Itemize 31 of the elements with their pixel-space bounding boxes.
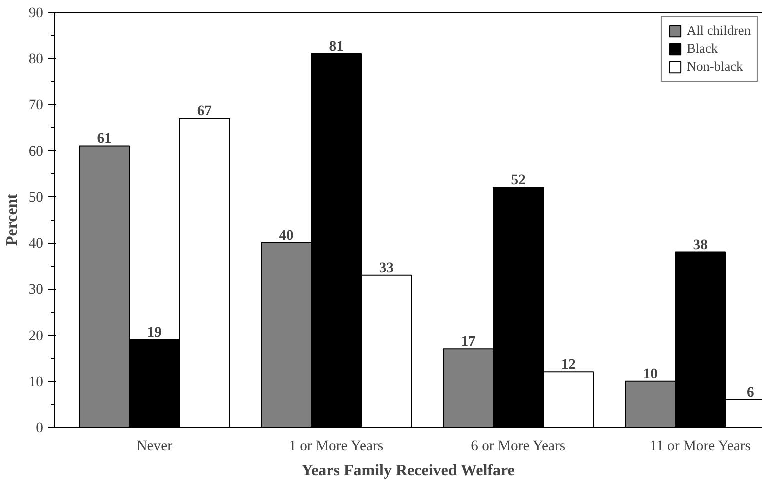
data-label: 38 (693, 237, 708, 254)
y-tick-label: 20 (28, 328, 44, 344)
data-label: 52 (511, 172, 526, 189)
data-label: 10 (643, 366, 658, 382)
legend-label: Non-black (686, 59, 744, 75)
x-tick-label: 1 or More Years (289, 438, 384, 454)
y-tick-label: 90 (28, 6, 44, 22)
y-tick-label: 10 (28, 374, 44, 390)
data-label: 61 (97, 131, 112, 148)
x-axis-title: Years Family Received Welfare (302, 462, 515, 480)
data-label: 67 (197, 104, 212, 120)
y-axis-title: Percent (4, 193, 21, 246)
y-tick-label: 40 (28, 236, 44, 252)
legend-label: All children (686, 23, 751, 39)
y-tick-label: 80 (28, 52, 44, 68)
x-tick-label: 11 or More Years (650, 438, 752, 454)
data-label: 6 (747, 384, 754, 401)
y-tick-label: 0 (36, 420, 44, 436)
x-tick-label: Never (136, 438, 173, 454)
y-tick-label: 30 (28, 282, 44, 298)
data-label: 17 (461, 334, 476, 350)
data-label: 81 (329, 39, 344, 55)
y-tick-label: 60 (28, 144, 44, 160)
data-label: 12 (561, 357, 576, 374)
data-label: 33 (379, 260, 394, 276)
y-tick-label: 50 (28, 190, 44, 206)
legend-label: Black (686, 41, 718, 57)
y-tick-label: 70 (28, 98, 44, 114)
data-label: 19 (147, 324, 162, 341)
x-tick-label: 6 or More Years (471, 438, 566, 454)
data-label: 40 (279, 228, 294, 244)
